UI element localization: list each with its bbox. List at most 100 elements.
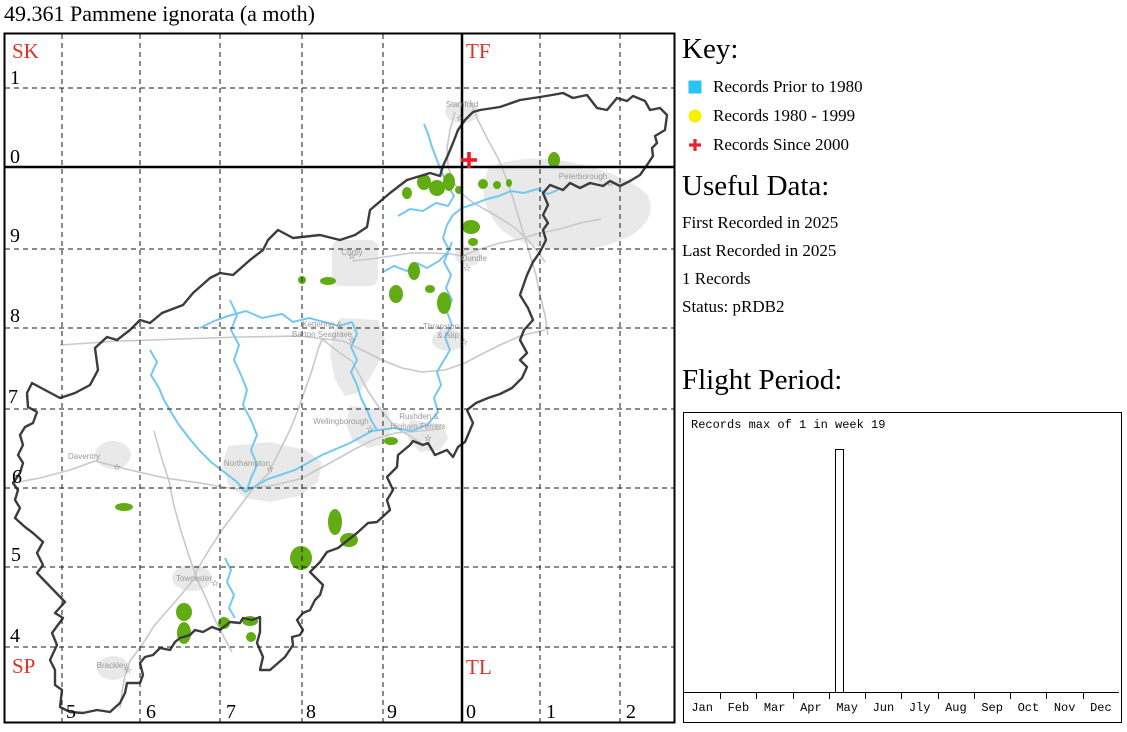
woodland-patch xyxy=(176,603,192,621)
county-boundary xyxy=(11,91,669,715)
woodland-patch xyxy=(408,262,420,280)
status-text: Status: pRDB2 xyxy=(682,297,785,316)
chart-x-axis xyxy=(684,692,1119,693)
row-label: 6 xyxy=(12,466,22,488)
yellow-circle-icon xyxy=(688,109,702,123)
last-recorded-text: Last Recorded in 2025 xyxy=(682,241,837,260)
woodland-patch xyxy=(115,503,133,511)
woodland-patch xyxy=(429,180,445,196)
month-label: May xyxy=(836,701,858,715)
woodland-patch xyxy=(384,437,398,445)
col-label: 8 xyxy=(306,701,316,723)
town-label: Corby xyxy=(341,248,362,257)
month-label: Sep xyxy=(981,701,1003,715)
month-tick xyxy=(974,693,975,699)
chart-annotation: Records max of 1 in week 19 xyxy=(691,418,886,432)
flight-period-bar-week-19 xyxy=(835,449,844,692)
town-star-icon: ☆ xyxy=(348,336,356,346)
woodland-patch xyxy=(320,277,336,285)
col-label: 2 xyxy=(626,701,636,723)
month-labels-row: Jan Feb Mar Apr May Jun Jly Aug Sep Oct … xyxy=(684,701,1119,715)
row-label: 5 xyxy=(11,544,21,566)
rivers xyxy=(149,123,559,619)
river-path xyxy=(382,241,453,273)
urban-area xyxy=(332,240,378,286)
month-tick xyxy=(756,693,757,699)
road-path xyxy=(269,338,323,471)
town-label: Brackley xyxy=(97,661,128,670)
town-label: Daventry xyxy=(68,452,100,461)
town-star-icon: ☆ xyxy=(124,666,132,676)
grid-letter-tf: TF xyxy=(466,39,491,63)
map-border xyxy=(3,32,676,724)
woodland-patch xyxy=(218,617,230,629)
row-labels: 1 0 9 8 7 6 5 4 xyxy=(8,67,22,647)
town-star-icon: ☆ xyxy=(460,338,468,348)
road-path xyxy=(153,430,233,653)
woodland-patch xyxy=(328,509,342,535)
urban-area xyxy=(172,565,212,591)
river-path xyxy=(229,299,259,491)
urban-area xyxy=(95,441,131,469)
river-path xyxy=(244,214,454,493)
distribution-map: ☆ ☆ ☆ ☆ ☆ ☆ ☆ ☆ ☆ ☆ ☆ ☆ Stamford Peterbo… xyxy=(3,32,676,724)
river-path xyxy=(149,349,246,493)
town-label: Stamford xyxy=(446,100,478,109)
row-label: 1 xyxy=(10,67,20,89)
woodland-patch xyxy=(389,285,403,303)
town-label: Rushden & xyxy=(399,412,439,421)
woodland-patch xyxy=(177,622,191,644)
town-star-icon: ☆ xyxy=(113,463,121,473)
woodland-patch xyxy=(468,238,478,246)
cyan-square-icon xyxy=(688,80,702,94)
urban-area xyxy=(330,318,385,396)
row-label: 9 xyxy=(10,225,20,247)
woodland-patch xyxy=(478,179,488,189)
month-label: Jun xyxy=(872,701,895,715)
red-cross-icon xyxy=(689,139,701,151)
month-label: Nov xyxy=(1053,701,1076,715)
col-labels: 5 6 7 8 9 0 1 2 xyxy=(66,701,636,723)
row-label: 7 xyxy=(8,386,18,408)
woodland-patch xyxy=(417,174,431,190)
month-label: Jan xyxy=(691,701,713,715)
grid-lines-100km xyxy=(5,34,674,722)
woodland-patch xyxy=(506,179,512,187)
month-label: Dec xyxy=(1090,701,1112,715)
record-count-text: 1 Records xyxy=(682,269,751,288)
month-tick xyxy=(938,693,939,699)
town-label: & Islip xyxy=(437,331,459,340)
col-label: 5 xyxy=(66,701,76,723)
town-label: Barton Seagrave xyxy=(292,330,353,339)
key-item-prior-1980: Records Prior to 1980 xyxy=(688,77,863,96)
town-label: Towcester xyxy=(176,574,212,583)
river-path xyxy=(224,557,236,619)
town-star-icon: ☆ xyxy=(266,465,274,475)
woodland-patch xyxy=(402,187,412,199)
town-label: Higham Ferrers xyxy=(390,422,446,431)
road-path xyxy=(321,338,422,444)
month-tick xyxy=(865,693,866,699)
grid-letter-tl: TL xyxy=(466,655,492,679)
grid-letter-sk: SK xyxy=(12,39,39,63)
month-label: Oct xyxy=(1017,701,1040,715)
first-recorded-text: First Recorded in 2025 xyxy=(682,213,839,232)
month-label: Feb xyxy=(727,701,750,715)
road-path xyxy=(351,252,463,262)
town-star-icon: ☆ xyxy=(463,264,471,274)
grid-lines-dashed xyxy=(5,34,674,722)
town-label: Wellingborough xyxy=(313,417,368,426)
month-label: Mar xyxy=(763,701,786,715)
woodland-patch xyxy=(246,632,256,642)
woodland-patch xyxy=(462,220,480,234)
month-label: Jly xyxy=(908,701,931,715)
record-marker-cross-icon xyxy=(461,152,477,168)
woodland-patch xyxy=(290,546,312,570)
woodland-patch xyxy=(425,285,435,293)
town-label: Thrapston xyxy=(423,322,459,331)
month-tick xyxy=(793,693,794,699)
road-path xyxy=(461,218,602,257)
woodland-patch xyxy=(493,181,501,189)
town-label: Oundle xyxy=(461,254,487,263)
row-label: 4 xyxy=(10,625,20,647)
